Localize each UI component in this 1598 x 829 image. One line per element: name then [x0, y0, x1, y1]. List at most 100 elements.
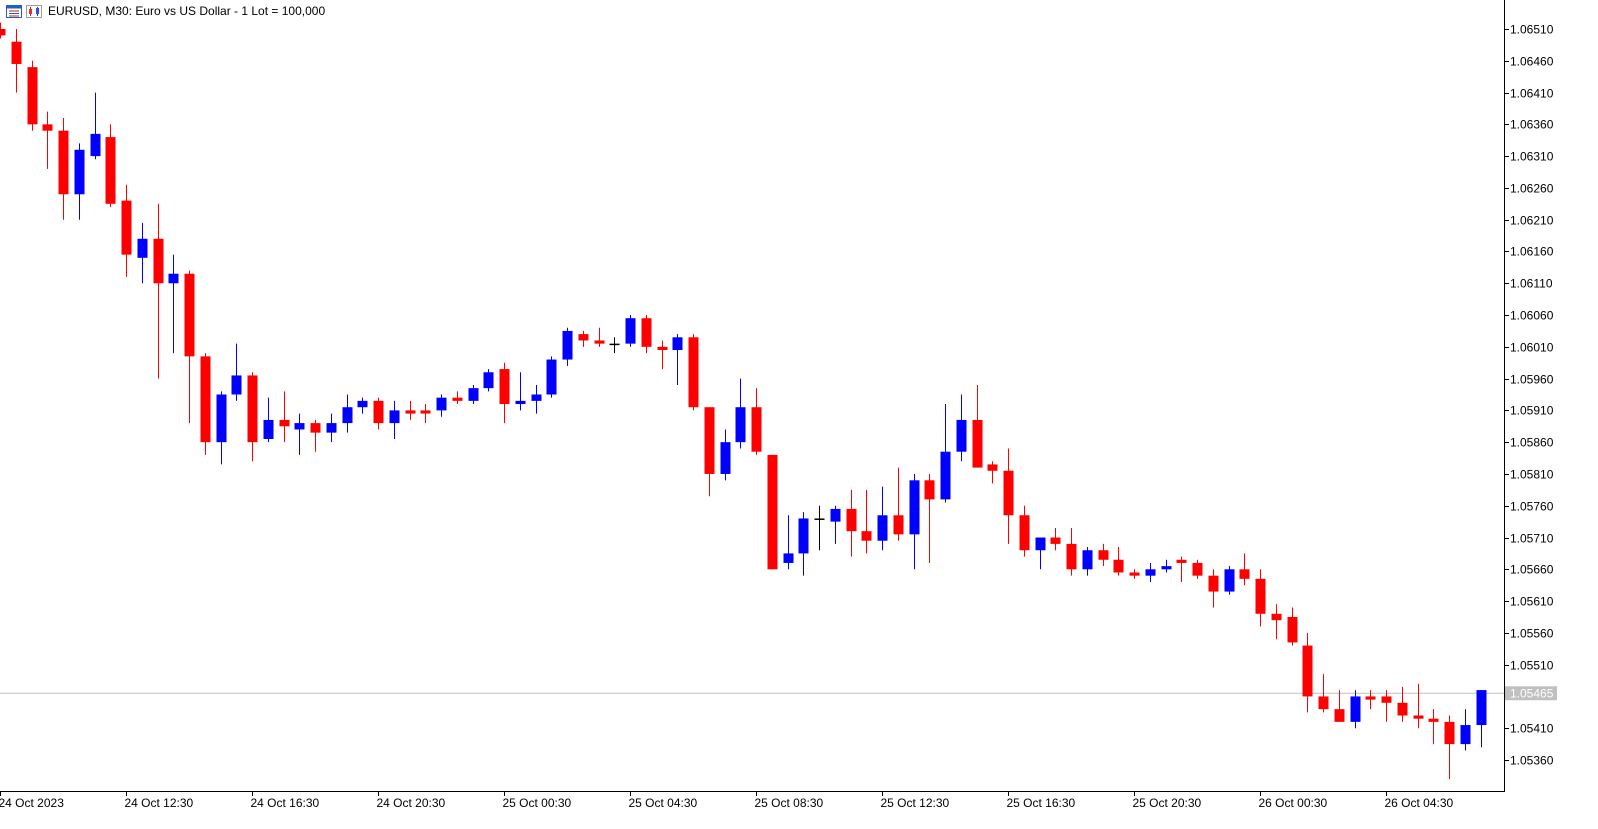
time-tick-label: 24 Oct 2023 [0, 796, 64, 810]
candle-body [956, 419, 967, 452]
candle-body [1113, 559, 1124, 573]
candle [846, 489, 857, 557]
candle-body [1334, 709, 1345, 722]
candle-body [924, 480, 935, 500]
price-tick-label: 1.06360 [1510, 118, 1554, 132]
candle [74, 143, 85, 220]
candle-body [326, 423, 337, 433]
candle [1003, 448, 1014, 544]
candle [1334, 690, 1345, 722]
candle-body [562, 330, 573, 360]
candle [1129, 569, 1140, 579]
candle [594, 327, 605, 347]
candle-body [1239, 569, 1250, 579]
candle [830, 505, 841, 544]
candle [42, 111, 53, 169]
candle [1255, 569, 1266, 627]
candle-body [184, 273, 195, 357]
candle-body [641, 318, 652, 347]
time-tick-label: 25 Oct 04:30 [629, 796, 698, 810]
candle [357, 397, 368, 414]
time-tick-label: 25 Oct 20:30 [1133, 796, 1202, 810]
time-scale[interactable]: 24 Oct 2023 24 Oct 12:30 24 Oct 16:30 24 Oc… [0, 791, 1454, 810]
time-tick-label: 25 Oct 12:30 [881, 796, 950, 810]
candle-body [483, 372, 494, 389]
candle [247, 372, 258, 462]
price-scale[interactable]: 1.06510 1.06460 1.06410 1.06360 1.06310 1.062… [1504, 23, 1554, 768]
candle [1035, 537, 1046, 570]
candle-body [1381, 696, 1392, 703]
candle [294, 413, 305, 455]
candle-body [468, 388, 479, 401]
candle [956, 394, 967, 462]
candle-body [1003, 470, 1014, 516]
candle [720, 429, 731, 481]
price-tick-label: 1.06310 [1510, 150, 1554, 164]
candle-body [1365, 696, 1376, 700]
candle-body [1271, 613, 1282, 621]
candle-body [200, 356, 211, 443]
candle-body [987, 464, 998, 471]
candle-body [168, 273, 179, 284]
price-tick-label: 1.06460 [1510, 55, 1554, 69]
candle [814, 505, 825, 551]
chart-window-icon[interactable] [6, 4, 22, 18]
candle [1066, 527, 1077, 576]
candle [546, 356, 557, 398]
candle-body [153, 238, 164, 284]
candles-layer [0, 22, 1487, 780]
candle [1460, 709, 1471, 751]
candle-body [846, 508, 857, 532]
candle-body [1161, 566, 1172, 570]
candle [200, 353, 211, 455]
candle-body [231, 375, 242, 395]
candle-body [751, 407, 762, 452]
candle [972, 384, 983, 468]
candle-body [263, 419, 274, 439]
current-price-box [1505, 686, 1557, 701]
candle-body [1397, 702, 1408, 716]
candle [1208, 569, 1219, 608]
candle-body [940, 451, 951, 500]
candle [1413, 683, 1424, 729]
candle-body [0, 29, 6, 36]
candle [1350, 690, 1361, 729]
candle [798, 512, 809, 576]
candle [1444, 715, 1455, 780]
candle-body [279, 419, 290, 427]
candle [751, 388, 762, 455]
candle [1381, 690, 1392, 722]
candle [688, 334, 699, 411]
candle-body [1428, 718, 1439, 722]
time-tick-label: 26 Oct 04:30 [1385, 796, 1454, 810]
candle-body [1082, 550, 1093, 570]
candle-body [74, 149, 85, 195]
candle-body [798, 518, 809, 554]
candle-body [1476, 690, 1487, 726]
candle-body [342, 407, 353, 424]
candle [373, 397, 384, 430]
candle-body [909, 480, 920, 535]
candle [1098, 543, 1109, 567]
candle [641, 315, 652, 354]
time-tick-label: 25 Oct 16:30 [1007, 796, 1076, 810]
candle-body [42, 124, 53, 131]
candle-body [294, 423, 305, 430]
price-tick-label: 1.05860 [1510, 436, 1554, 450]
price-tick-label: 1.05510 [1510, 659, 1554, 673]
candle [578, 330, 589, 347]
time-tick-label: 24 Oct 16:30 [251, 796, 320, 810]
candle-body [877, 515, 888, 541]
candle [562, 327, 573, 366]
candle-body [121, 200, 132, 255]
candlestick-mode-icon[interactable] [26, 4, 42, 18]
candle [1019, 505, 1030, 557]
candle [436, 394, 447, 417]
price-tick-label: 1.05560 [1510, 627, 1554, 641]
candle [657, 340, 668, 370]
candle [231, 343, 242, 401]
chart-header: EURUSD, M30: Euro vs US Dollar - 1 Lot =… [6, 3, 325, 19]
candle [58, 117, 69, 220]
candle-body [11, 41, 22, 64]
